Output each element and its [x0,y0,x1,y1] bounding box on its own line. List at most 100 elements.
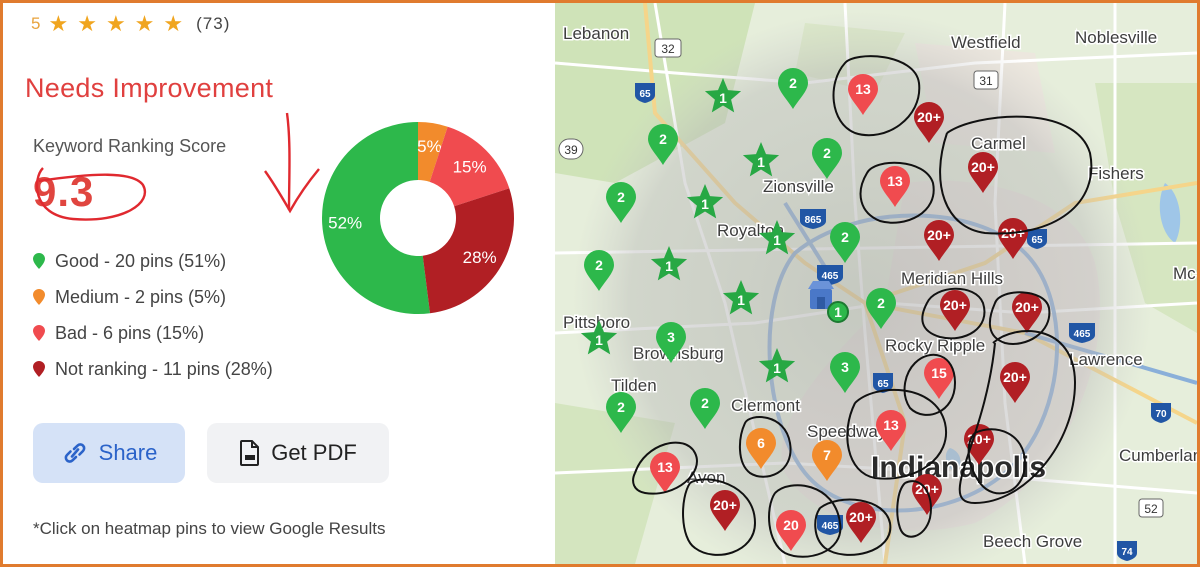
pin-shape [710,490,740,531]
highway-shield: 39 [558,138,584,160]
interstate-shield: 65 [635,83,655,103]
pin-rank-label: 3 [667,329,675,345]
place-label: Rocky Ripple [885,336,985,355]
pin-rank-label: 2 [659,131,667,147]
pin-shape [830,222,860,263]
rank-star-pin[interactable]: 1 [722,280,760,315]
star-pin-shape [722,280,760,315]
highway-number: 465 [822,271,839,282]
ranking-donut-chart: 52% 5% 15% 28% [322,122,514,314]
place-label: Lebanon [563,24,629,43]
pin-rank-label: 1 [595,332,603,348]
pin-shape [812,440,842,481]
rank-pin[interactable]: 20+ [940,290,970,331]
rank-star-pin[interactable]: 1 [758,220,796,255]
share-label: Share [98,440,158,465]
place-label: Clermont [731,396,800,415]
place-label: Indianapolis [871,451,1046,484]
rank-pin[interactable]: 13 [876,410,906,451]
rank-pin[interactable]: 2 [606,392,636,433]
pin-shape [778,67,808,109]
rank-pin[interactable]: 2 [778,67,808,109]
rank-pin[interactable]: 2 [830,222,860,263]
highway-shield: 32 [654,38,682,58]
pin-shape [830,352,860,393]
rank-pin[interactable]: 20+ [924,220,954,261]
rank-pin[interactable]: 13 [650,452,680,493]
pin-rank-label: 2 [617,189,625,205]
pin-shape [812,138,842,179]
rating-value: 5 [31,14,41,33]
rank-pin[interactable]: 20+ [968,152,998,193]
highway-number: 65 [877,379,889,390]
highway-number: 865 [805,215,822,226]
rank-pin[interactable]: 2 [812,138,842,179]
highway-number: 32 [661,42,675,56]
pin-rank-label: 1 [719,90,727,106]
pin-shape [606,392,636,433]
rank-pin[interactable]: 20+ [846,502,876,543]
pin-shape [776,509,806,551]
rank-pin[interactable]: 6 [746,428,776,469]
interstate-shield: 465 [1069,323,1095,343]
rank-pin[interactable]: 2 [648,124,678,165]
rank-star-pin[interactable]: 1 [758,348,796,383]
pin-shape [656,322,686,363]
rank-pin[interactable]: 2 [606,182,636,223]
business-location-marker[interactable]: 1 [808,281,849,323]
heatmap-footnote: *Click on heatmap pins to view Google Re… [33,519,386,538]
place-label: Noblesville [1075,28,1157,47]
rank-pin[interactable]: 15 [924,358,954,399]
star-pin-shape [758,348,796,383]
rank-star-pin[interactable]: 1 [580,320,618,355]
rank-pin[interactable]: 20+ [710,490,740,531]
rank-pin[interactable]: 20+ [1012,291,1042,333]
rank-star-pin[interactable]: 1 [704,78,742,113]
rank-pin[interactable]: 13 [848,74,878,115]
place-label: Meridian Hills [901,269,1003,288]
rank-pin[interactable]: 3 [656,322,686,363]
rank-pin[interactable]: 7 [812,440,842,481]
pin-shape [876,410,906,451]
pin-rank-label: 3 [841,359,849,375]
star-pin-shape [580,320,618,355]
place-label: Beech Grove [983,532,1082,551]
rank-pin[interactable]: 20 [776,509,806,551]
place-label: Westfield [951,33,1021,52]
hand-drawn-circles [632,55,1093,558]
star-pin-shape [686,184,724,219]
needs-improvement-annotation: Needs Improvement [25,73,274,103]
pin-rank-label: 2 [841,229,849,245]
pin-rank-label: 13 [657,459,673,475]
rank-star-pin[interactable]: 1 [686,184,724,219]
donut-slice-not-ranking [422,188,514,314]
pin-shape [1012,291,1042,333]
rank-pin[interactable]: 2 [584,250,614,291]
legend-item-good: Good - 20 pins (51%) [33,243,273,279]
place-label: Lawrence [1069,350,1143,369]
place-label: Pittsboro [563,313,630,332]
pin-rank-label: 2 [823,145,831,161]
rank-pin[interactable]: 2 [866,288,896,329]
pin-rank-label: 1 [665,258,673,274]
rank-pin[interactable]: 20+ [914,102,944,143]
interstate-shield: 70 [1151,403,1171,423]
pin-rank-label: 20+ [917,109,941,125]
rank-star-pin[interactable]: 1 [650,246,688,281]
rank-pin[interactable]: 3 [830,352,860,393]
star-pin-shape [742,142,780,177]
pin-rank-label: 20+ [943,297,967,313]
rank-pin[interactable]: 2 [690,388,720,429]
share-button[interactable]: Share [33,423,185,483]
heatmap-map[interactable]: Lebanon Westfield Noblesville Carmel Fis… [555,3,1197,564]
rank-pin[interactable]: 13 [880,166,910,207]
pin-shape [648,124,678,165]
pin-rank-label: 2 [789,75,797,91]
rank-star-pin[interactable]: 1 [742,142,780,177]
get-pdf-button[interactable]: Get PDF [207,423,389,483]
rank-pin[interactable]: 20+ [1000,362,1030,403]
place-label: Mc [1173,264,1196,283]
star-icon: ★ [48,11,69,36]
